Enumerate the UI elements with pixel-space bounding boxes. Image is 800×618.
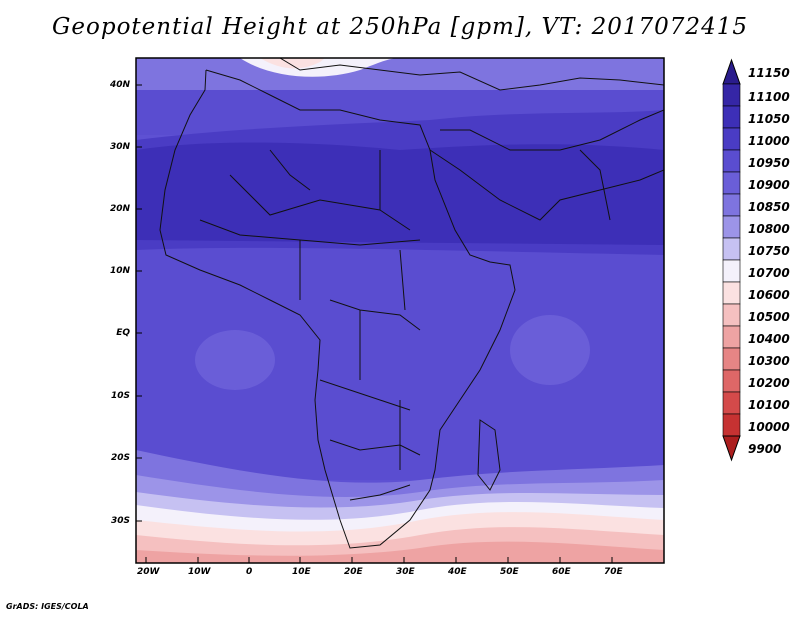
lon-label-50e: 50E bbox=[500, 567, 519, 577]
colorbar-segment bbox=[722, 127, 741, 151]
colorbar-label: 10750 bbox=[748, 244, 790, 258]
colorbar-label: 10500 bbox=[748, 310, 790, 324]
chart-title: Geopotential Height at 250hPa [gpm], VT:… bbox=[52, 14, 748, 40]
lon-label-30e: 30E bbox=[396, 567, 415, 577]
colorbar-label: 10900 bbox=[748, 178, 790, 192]
colorbar-segment bbox=[722, 193, 741, 217]
colorbar-label: 11150 bbox=[748, 66, 790, 80]
colorbar-label: 11050 bbox=[748, 112, 790, 126]
map-frame bbox=[135, 57, 665, 564]
colorbar-segment bbox=[722, 369, 741, 393]
lon-label-20e: 20E bbox=[344, 567, 363, 577]
band-south-7 bbox=[136, 541, 664, 563]
lon-label-70e: 70E bbox=[604, 567, 623, 577]
colorbar-label: 10600 bbox=[748, 288, 790, 302]
colorbar-segment bbox=[722, 237, 741, 261]
colorbar-segment bbox=[722, 83, 741, 107]
colorbar-label: 11000 bbox=[748, 134, 790, 148]
coastlines bbox=[159, 58, 664, 549]
lat-label-30s: 30S bbox=[110, 516, 130, 526]
lon-label-60e: 60E bbox=[552, 567, 571, 577]
colorbar-segment bbox=[722, 391, 741, 415]
colorbar-label: 10800 bbox=[748, 222, 790, 236]
colorbar-arrow-top bbox=[722, 58, 741, 85]
colorbar-segment bbox=[722, 149, 741, 173]
colorbar-label: 10850 bbox=[748, 200, 790, 214]
lon-label-0: 0 bbox=[246, 567, 253, 577]
lat-label-30n: 30N bbox=[109, 142, 130, 152]
colorbar-segment bbox=[722, 303, 741, 327]
colorbar bbox=[722, 58, 741, 462]
colorbar-segment bbox=[722, 105, 741, 129]
colorbar-label: 10000 bbox=[748, 420, 790, 434]
patch-tropics-west bbox=[195, 330, 275, 390]
lat-label-10s: 10S bbox=[110, 391, 130, 401]
colorbar-segment bbox=[722, 347, 741, 371]
lat-label-10n: 10N bbox=[109, 266, 130, 276]
lat-label-40n: 40N bbox=[109, 80, 130, 90]
lat-label-20n: 20N bbox=[109, 204, 130, 214]
lon-label-20w: 20W bbox=[137, 567, 160, 577]
colorbar-label: 10300 bbox=[748, 354, 790, 368]
colorbar-label: 9900 bbox=[748, 442, 782, 456]
colorbar-arrow-bottom bbox=[722, 435, 741, 462]
patch-tropics-east bbox=[510, 315, 590, 385]
colorbar-label: 10950 bbox=[748, 156, 790, 170]
lon-label-10e: 10E bbox=[292, 567, 311, 577]
credit-label: GrADS: IGES/COLA bbox=[6, 602, 89, 611]
colorbar-label: 11100 bbox=[748, 90, 790, 104]
band-subtropical-core bbox=[136, 142, 664, 245]
colorbar-segment bbox=[722, 215, 741, 239]
colorbar-segment bbox=[722, 281, 741, 305]
patch-north-pink bbox=[260, 58, 325, 69]
lon-label-40e: 40E bbox=[448, 567, 467, 577]
lat-label-20s: 20S bbox=[110, 453, 130, 463]
lat-label-eq: EQ bbox=[116, 328, 130, 338]
axis-ticks bbox=[136, 84, 613, 563]
colorbar-label: 10200 bbox=[748, 376, 790, 390]
colorbar-label: 10400 bbox=[748, 332, 790, 346]
colorbar-segment bbox=[722, 325, 741, 349]
colorbar-segment bbox=[722, 413, 741, 437]
lon-label-10w: 10W bbox=[188, 567, 211, 577]
colorbar-segment bbox=[722, 171, 741, 195]
colorbar-label: 10100 bbox=[748, 398, 790, 412]
colorbar-label: 10700 bbox=[748, 266, 790, 280]
band-tropical bbox=[136, 247, 664, 480]
colorbar-segment bbox=[722, 259, 741, 283]
